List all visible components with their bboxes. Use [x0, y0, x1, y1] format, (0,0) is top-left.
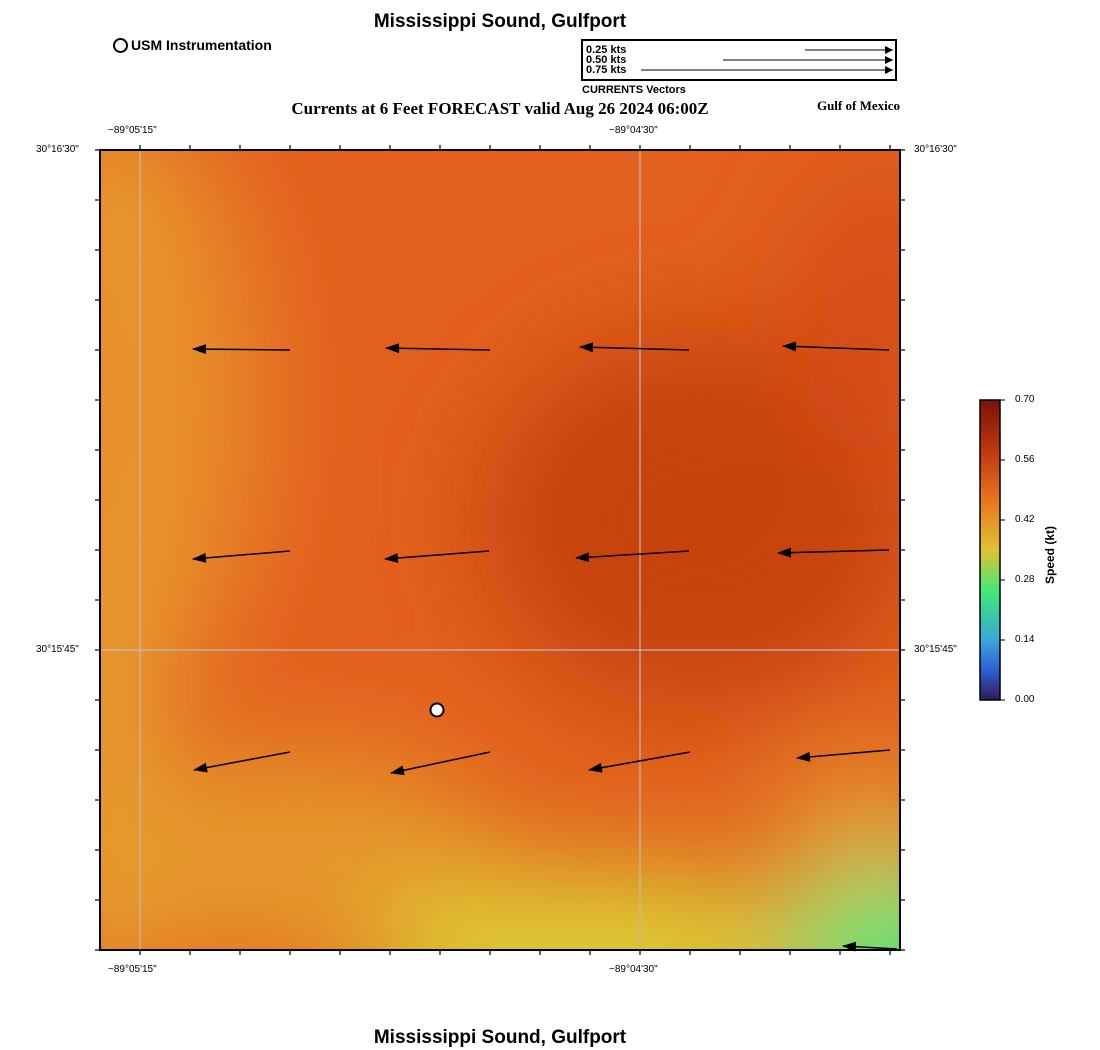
speed-southwest [100, 750, 500, 950]
speed-northeast [790, 170, 900, 470]
lon-label-bottom-2: −89°04'30" [609, 964, 658, 975]
colorbar [979, 399, 1005, 701]
speed-field [100, 150, 900, 950]
lon-label-top-2: −89°04'30" [609, 125, 658, 136]
usm-station-marker [429, 702, 445, 718]
vector-r2-c4 [777, 547, 890, 558]
frame-ticks [95, 145, 905, 955]
speed-south-yellow [371, 870, 829, 950]
vector-r2-c2 [384, 550, 490, 563]
vector-scale-025: 0.25 kts [586, 44, 627, 56]
vector-scale-arrows [641, 46, 893, 74]
vector-r3-c2 [390, 751, 491, 776]
usm-marker-icon [113, 37, 128, 53]
vector-scale-box: 0.25 kts 0.50 kts 0.75 kts [581, 39, 897, 81]
vector-caption: CURRENTS Vectors [582, 84, 686, 96]
vector-r1-c2 [385, 343, 491, 354]
forecast-subtitle: Currents at 6 Feet FORECAST valid Aug 26… [291, 99, 709, 118]
lon-label-top-1: −89°05'15" [108, 125, 157, 136]
vector-r1-c3 [579, 342, 690, 353]
region-label: Gulf of Mexico [816, 98, 900, 113]
lon-label-bottom-1: −89°05'15" [108, 964, 157, 975]
colorbar-title: Speed (kt) [1043, 525, 1057, 584]
vector-r3-c3 [588, 751, 691, 773]
usm-legend: USM Instrumentation [113, 37, 272, 53]
vector-r1-c1 [192, 344, 291, 355]
vector-scale-075: 0.75 kts [586, 64, 627, 76]
colorbar-label-028: 0.28 [1015, 574, 1035, 585]
vector-r2-c3 [575, 550, 690, 563]
colorbar-label-056: 0.56 [1015, 454, 1035, 465]
speed-southeast-orange [780, 770, 900, 910]
colorbar-gradient [979, 399, 1001, 701]
colorbar-label-000: 0.00 [1015, 694, 1035, 705]
current-vectors [192, 341, 898, 952]
footer-title: Mississippi Sound, Gulfport [373, 1027, 627, 1048]
vector-r3-c1 [193, 751, 291, 773]
vector-scale-050: 0.50 kts [586, 54, 627, 66]
speed-west-band [100, 150, 260, 660]
vector-edge-se [842, 941, 898, 952]
usm-legend-label: USM Instrumentation [131, 37, 272, 53]
map-title: Mississippi Sound, Gulfport [373, 11, 627, 32]
vector-r3-c4 [796, 749, 891, 762]
colorbar-label-042: 0.42 [1015, 514, 1035, 525]
vector-r1-c4 [782, 341, 890, 352]
colorbar-label-070: 0.70 [1015, 394, 1035, 405]
speed-core [480, 330, 900, 710]
speed-southeast-green [790, 880, 900, 950]
colorbar-label-014: 0.14 [1015, 634, 1035, 645]
vector-r2-c1 [192, 550, 291, 563]
lat-label-left-1: 30°16'30" [36, 144, 79, 155]
lat-label-right-1: 30°16'30" [914, 144, 957, 155]
lat-label-right-2: 30°15'45" [914, 644, 957, 655]
lat-label-left-2: 30°15'45" [36, 644, 79, 655]
